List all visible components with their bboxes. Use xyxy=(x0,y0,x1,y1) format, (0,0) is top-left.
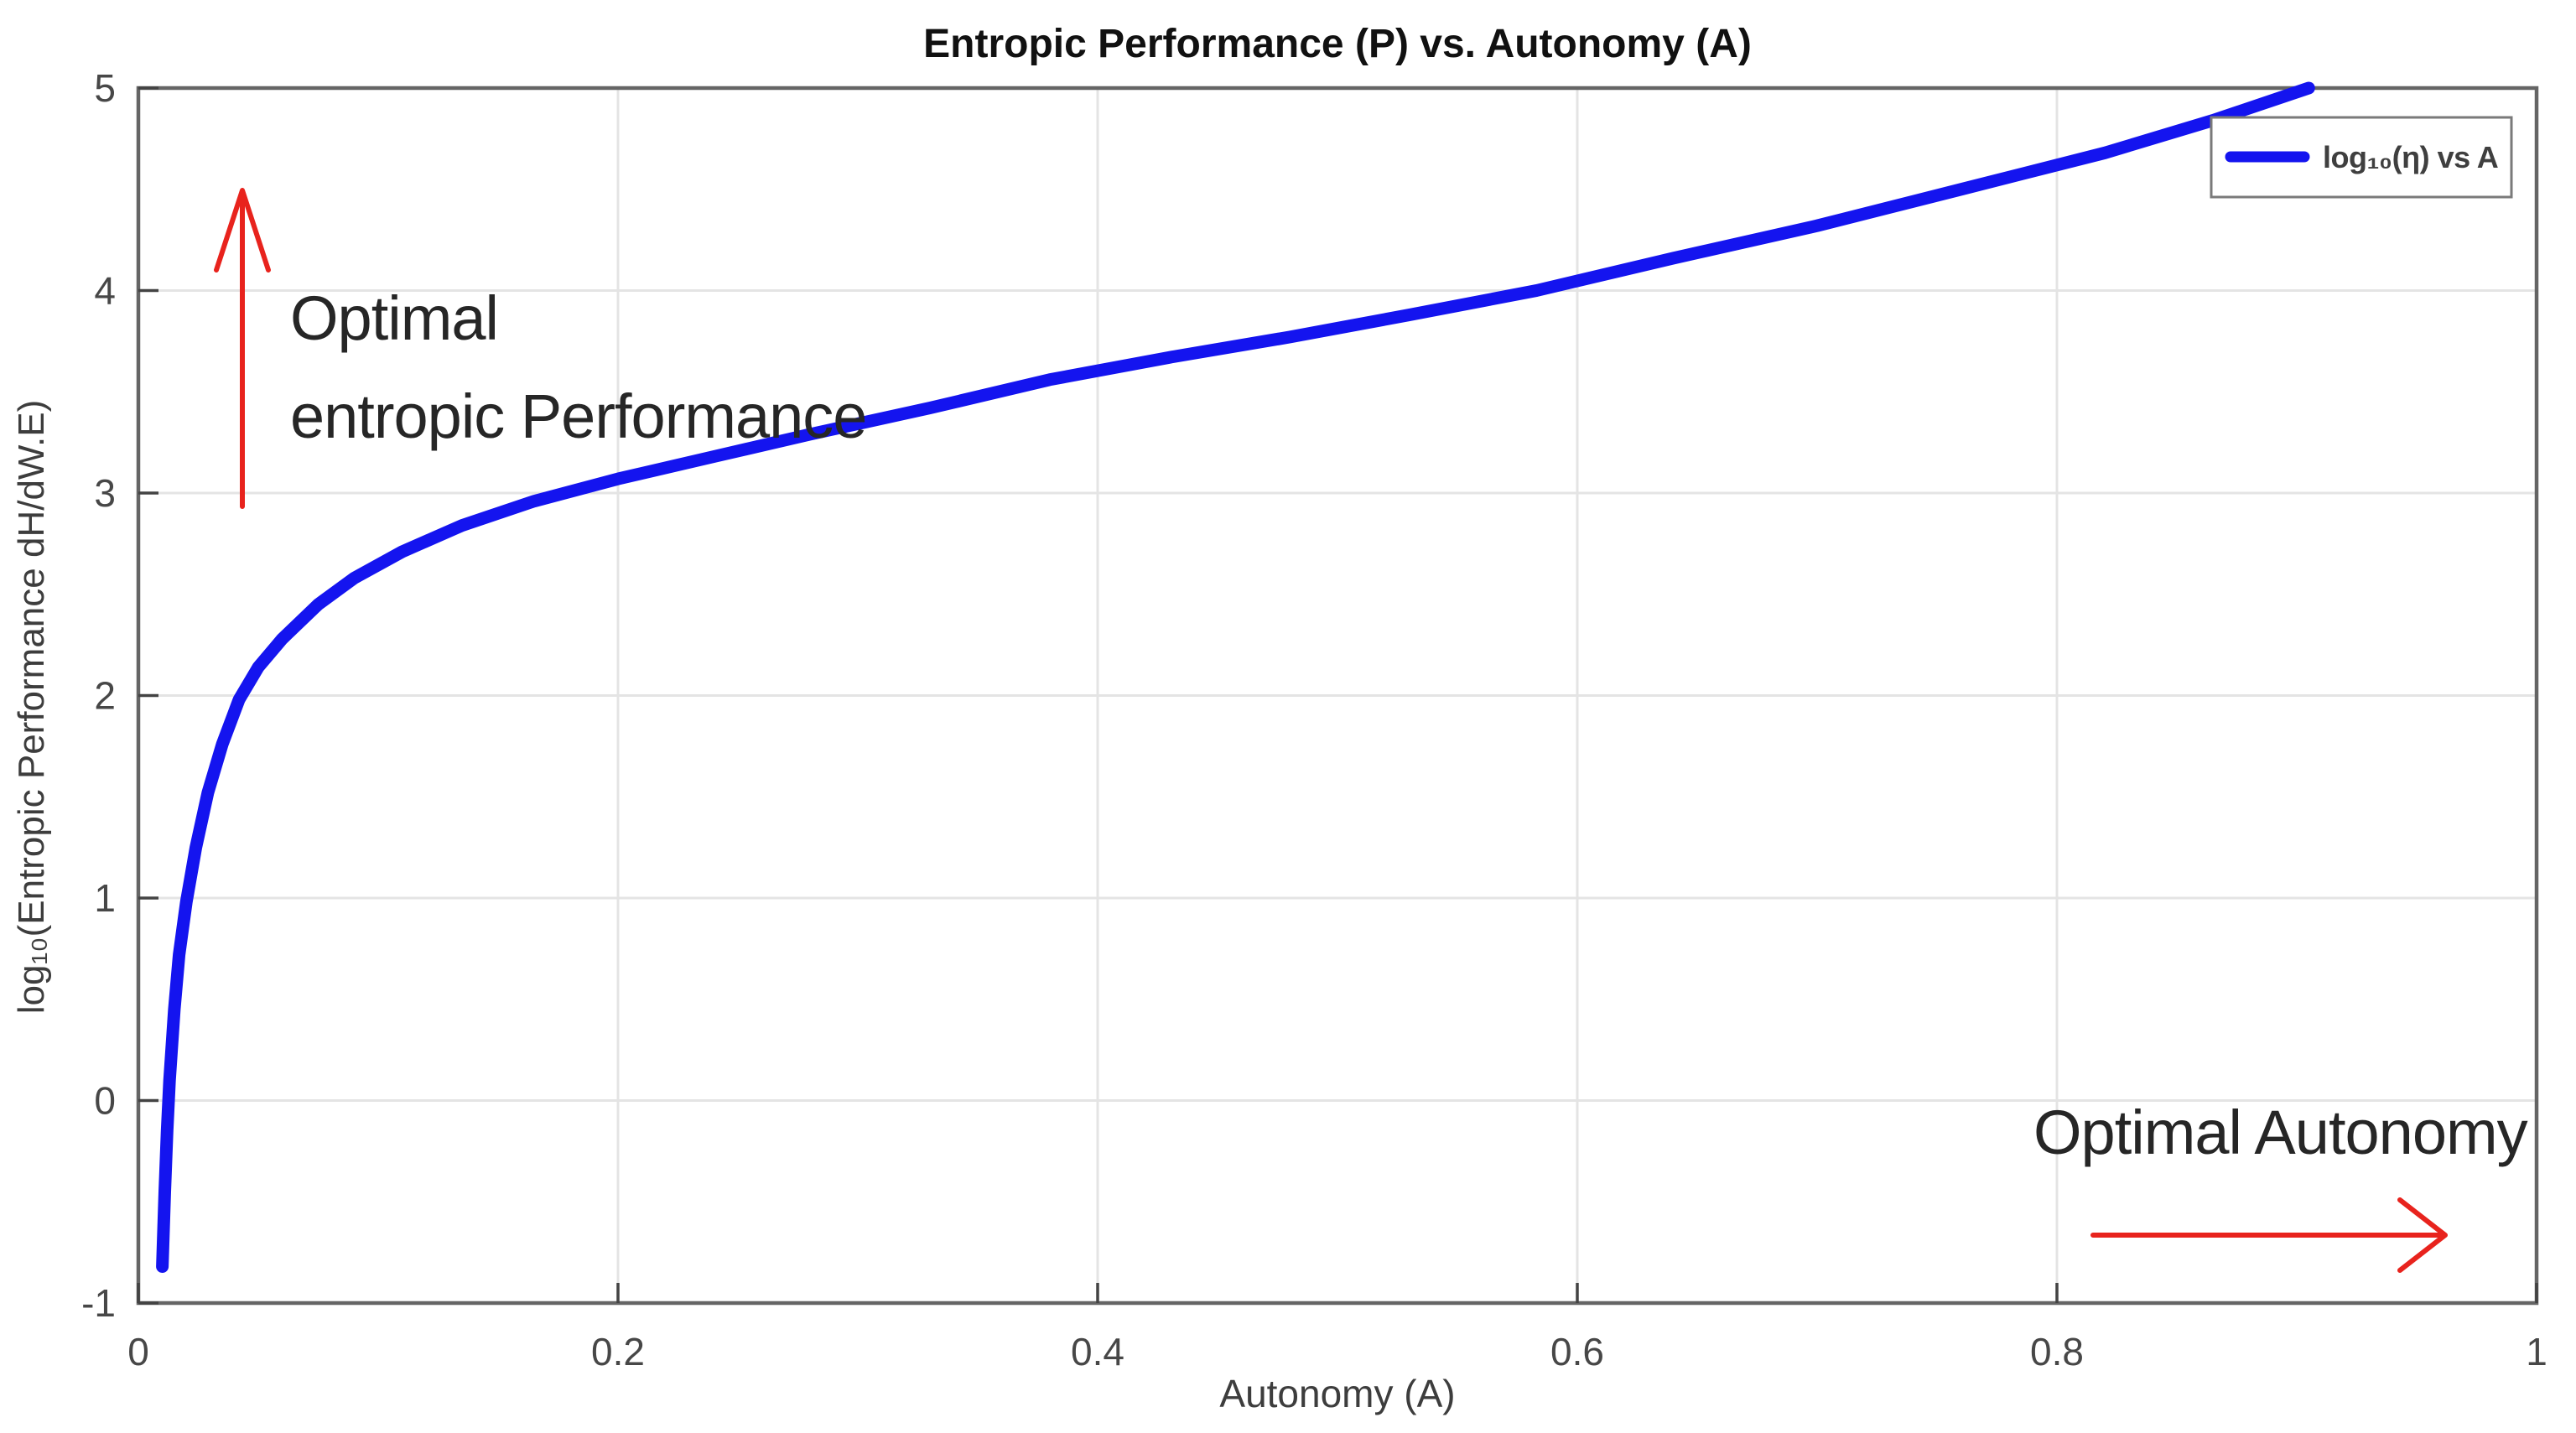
grid-lines xyxy=(138,88,2537,1303)
x-tick-label: 0 xyxy=(127,1330,149,1373)
y-tick-label: 2 xyxy=(94,674,116,718)
series-curve-log10-eta xyxy=(156,81,2315,1273)
x-tick-label: 1 xyxy=(2526,1330,2547,1373)
up-arrow-icon xyxy=(214,188,271,509)
axis-ticks xyxy=(137,86,2538,1305)
x-tick-label: 0.4 xyxy=(1071,1330,1124,1373)
chart-title: Entropic Performance (P) vs. Autonomy (A… xyxy=(923,22,1752,66)
x-tick-label: 0.6 xyxy=(1550,1330,1604,1373)
y-tick-label: 3 xyxy=(94,471,116,515)
right-arrow-icon xyxy=(2090,1197,2448,1273)
legend-label: log₁₀(η) vs A xyxy=(2323,140,2499,174)
y-axis-label: log₁₀(Entropic Performance dH/dW.E) xyxy=(11,400,52,1015)
x-tick-label: 0.2 xyxy=(591,1330,645,1373)
annotation-autonomy: Optimal Autonomy xyxy=(2033,1098,2528,1167)
axis-tick-labels: 0 0.2 0.4 0.6 0.8 1 -1 0 1 2 3 4 5 xyxy=(81,66,2547,1373)
y-tick-label: 1 xyxy=(94,876,116,920)
y-tick-label: -1 xyxy=(81,1281,116,1325)
y-tick-label: 0 xyxy=(94,1079,116,1123)
x-axis-label: Autonomy (A) xyxy=(1219,1372,1455,1415)
legend: log₁₀(η) vs A xyxy=(2210,116,2513,199)
y-tick-label: 5 xyxy=(94,66,116,110)
annotation-performance-line1: Optimal xyxy=(290,283,498,353)
x-tick-label: 0.8 xyxy=(2030,1330,2084,1373)
y-tick-label: 4 xyxy=(94,269,116,313)
annotation-performance-line2: entropic Performance xyxy=(290,382,866,451)
